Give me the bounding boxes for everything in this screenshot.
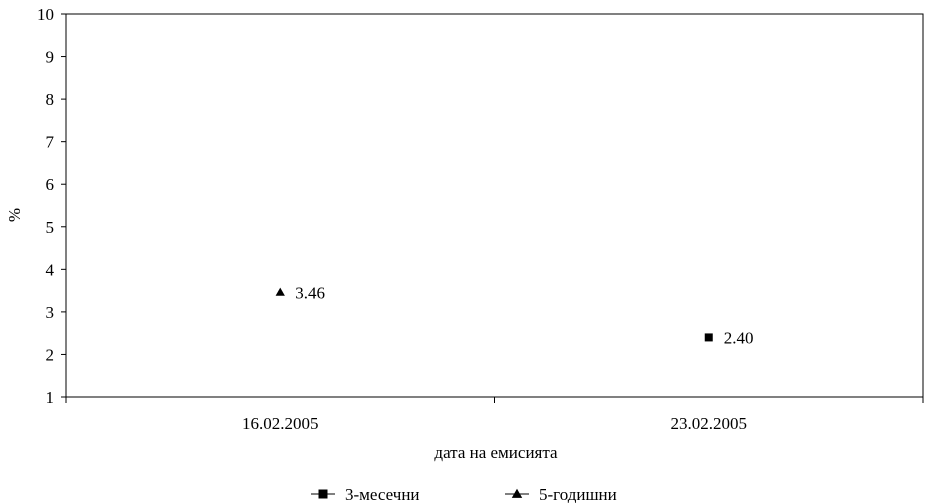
x-tick-label: 16.02.2005 bbox=[242, 414, 319, 433]
y-tick-label: 7 bbox=[46, 133, 55, 152]
data-label: 2.40 bbox=[724, 328, 754, 347]
y-tick-label: 8 bbox=[46, 90, 55, 109]
x-tick-label: 23.02.2005 bbox=[671, 414, 748, 433]
y-tick-label: 4 bbox=[46, 260, 55, 279]
y-tick-label: 3 bbox=[46, 303, 55, 322]
legend-item: 3-месечни bbox=[311, 485, 420, 503]
y-tick-label: 9 bbox=[46, 48, 55, 67]
data-marks: 2.40 3.46 bbox=[275, 283, 754, 347]
plot-area bbox=[65, 13, 924, 398]
legend-marker bbox=[511, 488, 523, 498]
data-label: 3.46 bbox=[295, 283, 325, 302]
y-tick-label: 10 bbox=[37, 5, 54, 24]
legend: 3-месечни 5-годишни bbox=[311, 485, 617, 503]
y-axis-title: % bbox=[5, 208, 24, 222]
legend-item: 5-годишни bbox=[505, 485, 617, 503]
x-axis-title: дата на емисията bbox=[434, 443, 558, 462]
y-axis: 1 2 3 4 5 6 7 8 9 10 bbox=[37, 5, 66, 407]
legend-label: 5-годишни bbox=[539, 485, 617, 503]
data-point bbox=[704, 333, 713, 342]
y-tick-label: 2 bbox=[46, 345, 55, 364]
y-tick-label: 1 bbox=[46, 388, 55, 407]
legend-label: 3-месечни bbox=[345, 485, 420, 503]
legend-marker bbox=[318, 489, 328, 499]
y-tick-label: 6 bbox=[46, 175, 55, 194]
x-axis: 16.02.2005 23.02.2005 bbox=[65, 397, 924, 433]
y-tick-label: 5 bbox=[46, 218, 55, 237]
data-point bbox=[275, 287, 285, 296]
